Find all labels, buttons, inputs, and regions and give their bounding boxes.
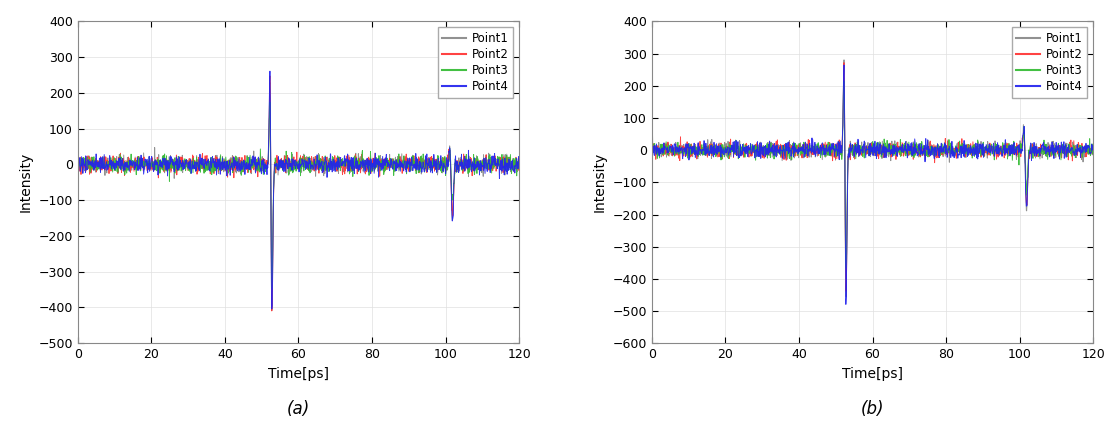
Point3 xyxy=(839,265,852,270)
Point1 xyxy=(794,140,807,145)
Point2 xyxy=(704,146,717,151)
Point3 xyxy=(263,117,276,122)
Point1 xyxy=(145,157,159,162)
Point2 xyxy=(304,164,317,169)
Point4 xyxy=(313,160,326,166)
Point4 xyxy=(1087,145,1100,151)
Legend: Point1, Point2, Point3, Point4: Point1, Point2, Point3, Point4 xyxy=(437,27,514,98)
X-axis label: Time[ps]: Time[ps] xyxy=(842,367,904,381)
Point1 xyxy=(220,163,233,169)
Text: (a): (a) xyxy=(286,399,310,417)
Point4 xyxy=(265,306,279,311)
Point2 xyxy=(645,138,658,143)
Point4 xyxy=(263,69,276,74)
Point3 xyxy=(887,142,900,147)
Point3 xyxy=(145,159,159,164)
Point3 xyxy=(837,101,850,106)
Line: Point1: Point1 xyxy=(652,60,1093,297)
Point1 xyxy=(265,308,279,313)
Point4 xyxy=(263,103,276,109)
Point3 xyxy=(794,153,807,158)
Point3 xyxy=(265,286,279,291)
Point1 xyxy=(645,143,658,148)
Point2 xyxy=(263,115,276,120)
Line: Point3: Point3 xyxy=(652,81,1093,268)
Point3 xyxy=(878,150,891,155)
Point2 xyxy=(263,73,276,79)
Line: Point2: Point2 xyxy=(652,63,1093,291)
Point4 xyxy=(145,160,159,165)
Point4 xyxy=(837,94,850,99)
Text: (b): (b) xyxy=(861,399,885,417)
Point3 xyxy=(704,146,717,151)
Line: Point4: Point4 xyxy=(652,65,1093,305)
Point3 xyxy=(645,144,658,149)
Point4 xyxy=(719,147,733,152)
Point3 xyxy=(263,100,276,105)
X-axis label: Time[ps]: Time[ps] xyxy=(268,367,329,381)
Point3 xyxy=(220,162,233,167)
Y-axis label: Intensity: Intensity xyxy=(593,152,607,212)
Point1 xyxy=(878,147,891,152)
Point1 xyxy=(1087,146,1100,151)
Point2 xyxy=(265,308,279,314)
Point3 xyxy=(513,162,526,167)
Point1 xyxy=(837,57,850,62)
Point2 xyxy=(513,161,526,166)
Point4 xyxy=(878,153,891,158)
Point2 xyxy=(878,151,891,156)
Point2 xyxy=(130,160,143,165)
Point2 xyxy=(71,169,84,174)
Point2 xyxy=(837,60,850,65)
Point2 xyxy=(837,100,850,105)
Point1 xyxy=(837,92,850,97)
Point3 xyxy=(313,159,326,164)
Legend: Point1, Point2, Point3, Point4: Point1, Point2, Point3, Point4 xyxy=(1011,27,1088,98)
Point1 xyxy=(887,152,900,157)
Point4 xyxy=(794,148,807,153)
Point2 xyxy=(1087,143,1100,148)
Point4 xyxy=(839,302,852,307)
Point2 xyxy=(145,155,159,160)
Point4 xyxy=(645,142,658,147)
Point3 xyxy=(837,79,850,84)
Point4 xyxy=(71,155,84,160)
Point1 xyxy=(839,294,852,299)
Point2 xyxy=(313,157,326,162)
Point4 xyxy=(130,163,143,168)
Point3 xyxy=(719,144,733,149)
Point1 xyxy=(313,162,326,167)
Point2 xyxy=(839,289,852,294)
Point1 xyxy=(704,146,717,151)
Point1 xyxy=(719,141,733,146)
Point1 xyxy=(263,115,276,121)
Point3 xyxy=(1087,149,1100,154)
Point1 xyxy=(130,160,143,165)
Point2 xyxy=(794,147,807,152)
Point1 xyxy=(71,160,84,165)
Line: Point4: Point4 xyxy=(78,71,519,309)
Point3 xyxy=(71,157,84,163)
Point3 xyxy=(304,159,317,164)
Point1 xyxy=(513,157,526,162)
Line: Point1: Point1 xyxy=(78,83,519,311)
Y-axis label: Intensity: Intensity xyxy=(19,152,33,212)
Point4 xyxy=(704,143,717,148)
Point4 xyxy=(837,62,850,67)
Point4 xyxy=(887,147,900,152)
Point4 xyxy=(513,159,526,164)
Line: Point2: Point2 xyxy=(78,76,519,311)
Point4 xyxy=(304,161,317,166)
Point1 xyxy=(304,163,317,168)
Line: Point3: Point3 xyxy=(78,102,519,288)
Point3 xyxy=(130,172,143,177)
Point4 xyxy=(220,163,233,168)
Point2 xyxy=(887,143,900,148)
Point1 xyxy=(263,80,276,85)
Point2 xyxy=(220,163,233,168)
Point2 xyxy=(719,150,733,155)
